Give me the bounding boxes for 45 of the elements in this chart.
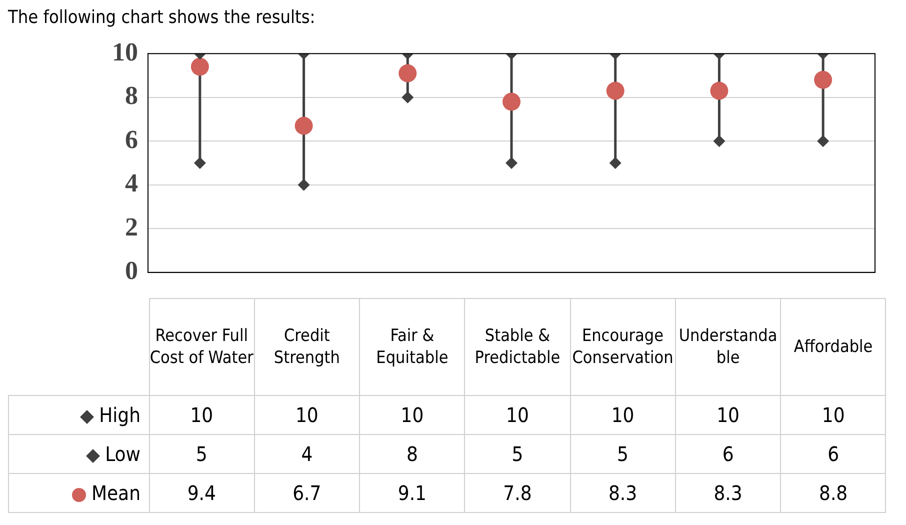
data-label: 10	[464, 396, 570, 434]
legend-label: Mean	[8, 474, 149, 512]
x-tick-label: Recover Full Cost of Water	[149, 298, 254, 396]
data-label: 8.3	[675, 474, 781, 512]
y-tick-label: 2	[125, 212, 138, 242]
data-label: 6	[675, 434, 781, 474]
data-label: 9.4	[149, 474, 254, 512]
point	[609, 157, 622, 169]
data-label: 6.7	[254, 474, 360, 512]
x-tick-label: Stable & Predictable	[464, 298, 570, 396]
data-label: 8.8	[780, 474, 886, 512]
x-tick-label: Encourage Conservation	[570, 298, 676, 396]
point	[294, 116, 313, 135]
point	[713, 135, 726, 148]
point	[298, 178, 310, 191]
data-label: 10	[570, 396, 676, 434]
y-tick-label: 0	[125, 256, 138, 286]
chart-title: The following chart shows the results:	[8, 7, 316, 28]
data-label: 10	[780, 396, 886, 434]
data-label: 10	[360, 396, 465, 434]
data-label: 5	[464, 434, 570, 474]
x-tick-label: Credit Strength	[254, 298, 360, 396]
data-label: 8.3	[570, 474, 676, 512]
y-tick-label: 10	[112, 37, 138, 66]
point	[817, 135, 830, 148]
point	[194, 157, 206, 169]
y-tick-label: 4	[125, 168, 138, 198]
data-label: 10	[149, 396, 254, 434]
y-tick-label: 6	[125, 124, 138, 154]
data-label: 10	[254, 396, 360, 434]
data-label: 8	[360, 434, 465, 474]
point	[506, 157, 518, 169]
data-label: 4	[254, 434, 360, 474]
data-label: 5	[570, 434, 676, 474]
legend-label: Low	[8, 434, 149, 474]
y-tick-label: 8	[125, 81, 138, 110]
x-tick-label: Understandable	[675, 298, 781, 396]
data-label: 6	[780, 434, 886, 474]
data-label: 9.1	[360, 474, 465, 512]
data-label: 5	[149, 434, 254, 474]
x-tick-label: Affordable	[780, 298, 886, 396]
data-label: 7.8	[464, 474, 570, 512]
data-label: 10	[675, 396, 781, 434]
legend-label: High	[8, 396, 149, 434]
x-tick-label: Fair & Equitable	[360, 298, 465, 396]
